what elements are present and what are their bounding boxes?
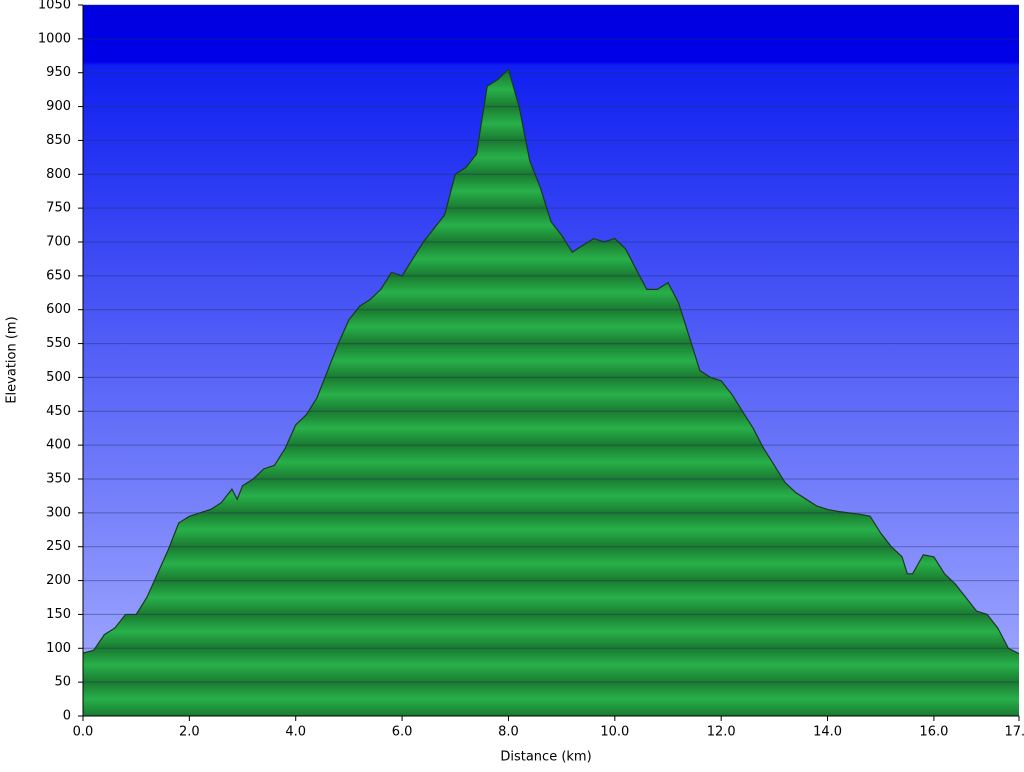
y-tick-label: 450 bbox=[46, 404, 71, 419]
x-tick-label: 2.0 bbox=[179, 725, 200, 740]
y-tick-label: 800 bbox=[46, 167, 71, 182]
y-tick-label: 50 bbox=[54, 675, 71, 690]
y-tick-label: 250 bbox=[46, 539, 71, 554]
y-tick-label: 550 bbox=[46, 336, 71, 351]
y-tick-label: 850 bbox=[46, 133, 71, 148]
y-tick-label: 650 bbox=[46, 268, 71, 283]
area bbox=[83, 69, 1019, 717]
x-tick-label: 8.0 bbox=[498, 725, 519, 740]
y-tick-label: 0 bbox=[63, 709, 71, 724]
x-tick-label: 4.0 bbox=[285, 725, 306, 740]
x-tick-label: 17.6 bbox=[1005, 725, 1024, 740]
y-tick-label: 700 bbox=[46, 235, 71, 250]
y-tick-label: 1050 bbox=[38, 0, 71, 13]
x-tick-label: 10.0 bbox=[600, 725, 629, 740]
profile-line bbox=[82, 68, 1020, 655]
y-tick-label: 350 bbox=[46, 472, 71, 487]
x-tick-label: 0.0 bbox=[73, 725, 94, 740]
y-tick-label: 900 bbox=[46, 99, 71, 114]
y-tick-label: 1000 bbox=[38, 31, 71, 46]
y-tick-label: 200 bbox=[46, 573, 71, 588]
x-tick-label: 12.0 bbox=[707, 725, 736, 740]
x-tick-label: 14.0 bbox=[813, 725, 842, 740]
y-tick-label: 600 bbox=[46, 302, 71, 317]
y-tick-label: 100 bbox=[46, 641, 71, 656]
x-tick-label: 6.0 bbox=[392, 725, 413, 740]
y-tick-label: 400 bbox=[46, 438, 71, 453]
x-axis-title: Distance (km) bbox=[500, 750, 591, 765]
y-tick-label: 500 bbox=[46, 370, 71, 385]
y-tick-label: 150 bbox=[46, 607, 71, 622]
y-axis-title: Elevation (m) bbox=[5, 316, 20, 403]
y-tick-label: 750 bbox=[46, 201, 71, 216]
y-tick-label: 950 bbox=[46, 65, 71, 80]
x-tick-label: 16.0 bbox=[919, 725, 948, 740]
y-tick-label: 300 bbox=[46, 505, 71, 520]
